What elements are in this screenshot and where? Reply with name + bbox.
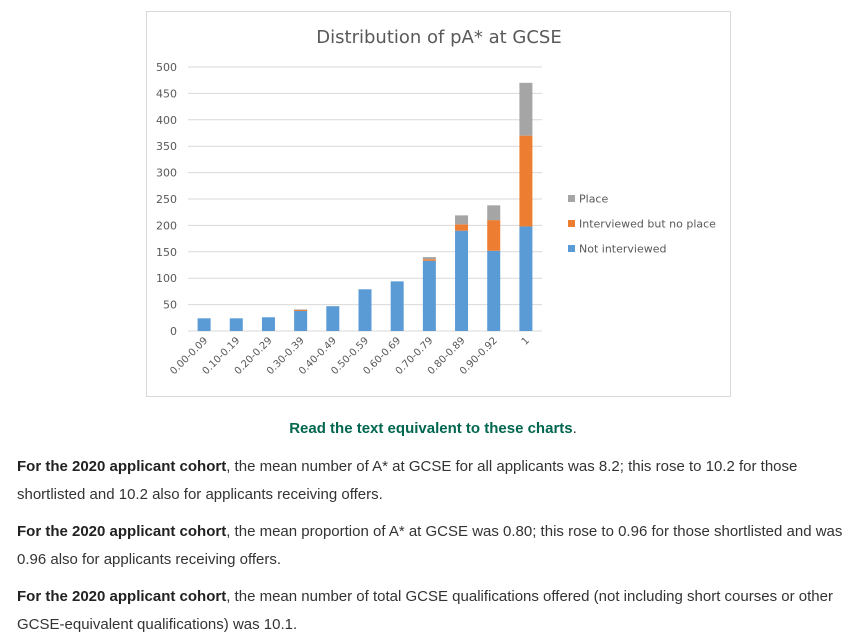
- x-tick-label: 1: [520, 335, 532, 347]
- text-equivalent-line: Read the text equivalent to these charts…: [0, 419, 866, 439]
- paragraph-total-gcse: For the 2020 applicant cohort, the mean …: [17, 583, 857, 639]
- y-tick-label: 0: [170, 325, 177, 338]
- y-tick-label: 300: [156, 167, 177, 180]
- cohort-label: For the 2020 applicant cohort: [17, 523, 227, 540]
- bar-segment-interviewed-but-no-place: [422, 259, 436, 261]
- legend-swatch: [568, 245, 575, 252]
- bar-segment-not-interviewed: [294, 310, 308, 331]
- paragraph-mean-astar-count: For the 2020 applicant cohort, the mean …: [17, 453, 857, 509]
- chart-container: Distribution of pA* at GCSE 0 50 100 150 200…: [146, 11, 731, 397]
- legend-swatch: [568, 220, 575, 227]
- bar-chart: Distribution of pA* at GCSE 0 50 100 150 200…: [156, 27, 716, 377]
- bar-segment-interviewed-but-no-place: [519, 135, 533, 227]
- bar-segment-interviewed-but-no-place: [294, 309, 308, 311]
- bar-segment-not-interviewed: [326, 306, 340, 331]
- y-tick-label: 400: [156, 114, 177, 127]
- link-trailing-period: .: [572, 420, 577, 437]
- cohort-label: For the 2020 applicant cohort: [17, 458, 227, 475]
- y-tick-label: 500: [156, 61, 177, 74]
- y-tick-label: 450: [156, 87, 177, 100]
- bar-segment-interviewed-but-no-place: [455, 224, 469, 231]
- bar-segment-place: [455, 215, 469, 225]
- y-tick-label: 200: [156, 219, 177, 232]
- cohort-label: For the 2020 applicant cohort: [17, 588, 227, 605]
- paragraph-text: , the mean number of total GCSE qualific…: [17, 588, 833, 633]
- y-tick-label: 50: [163, 299, 177, 312]
- bar-segment-place: [487, 205, 501, 221]
- y-tick-label: 150: [156, 246, 177, 259]
- bar-segment-place: [519, 82, 533, 136]
- y-tick-label: 100: [156, 272, 177, 285]
- bar-segment-not-interviewed: [390, 281, 404, 331]
- bar-segment-not-interviewed: [358, 289, 372, 331]
- paragraph-mean-astar-proportion: For the 2020 applicant cohort, the mean …: [17, 518, 857, 574]
- legend-swatch: [568, 195, 575, 202]
- bar-segment-not-interviewed: [261, 317, 275, 331]
- text-equivalent-link[interactable]: Read the text equivalent to these charts: [289, 420, 573, 437]
- bar-segment-not-interviewed: [422, 260, 436, 331]
- bar-segment-place: [294, 309, 308, 310]
- paragraph-text: , the mean proportion of A* at GCSE was …: [17, 523, 843, 568]
- legend-label: Place: [579, 193, 608, 206]
- bar-segment-not-interviewed: [455, 230, 469, 331]
- bar-segment-not-interviewed: [487, 250, 501, 331]
- bar-segment-not-interviewed: [197, 318, 211, 331]
- y-tick-label: 350: [156, 140, 177, 153]
- bar-segment-not-interviewed: [519, 226, 533, 331]
- paragraph-text: , the mean number of A* at GCSE for all …: [17, 458, 798, 503]
- bar-segment-not-interviewed: [229, 318, 243, 331]
- legend-label: Not interviewed: [579, 243, 666, 256]
- y-tick-label: 250: [156, 193, 177, 206]
- bar-segment-interviewed-but-no-place: [487, 220, 501, 251]
- bar-segment-place: [422, 257, 436, 260]
- legend-label: Interviewed but no place: [579, 218, 716, 231]
- chart-title: Distribution of pA* at GCSE: [316, 27, 561, 48]
